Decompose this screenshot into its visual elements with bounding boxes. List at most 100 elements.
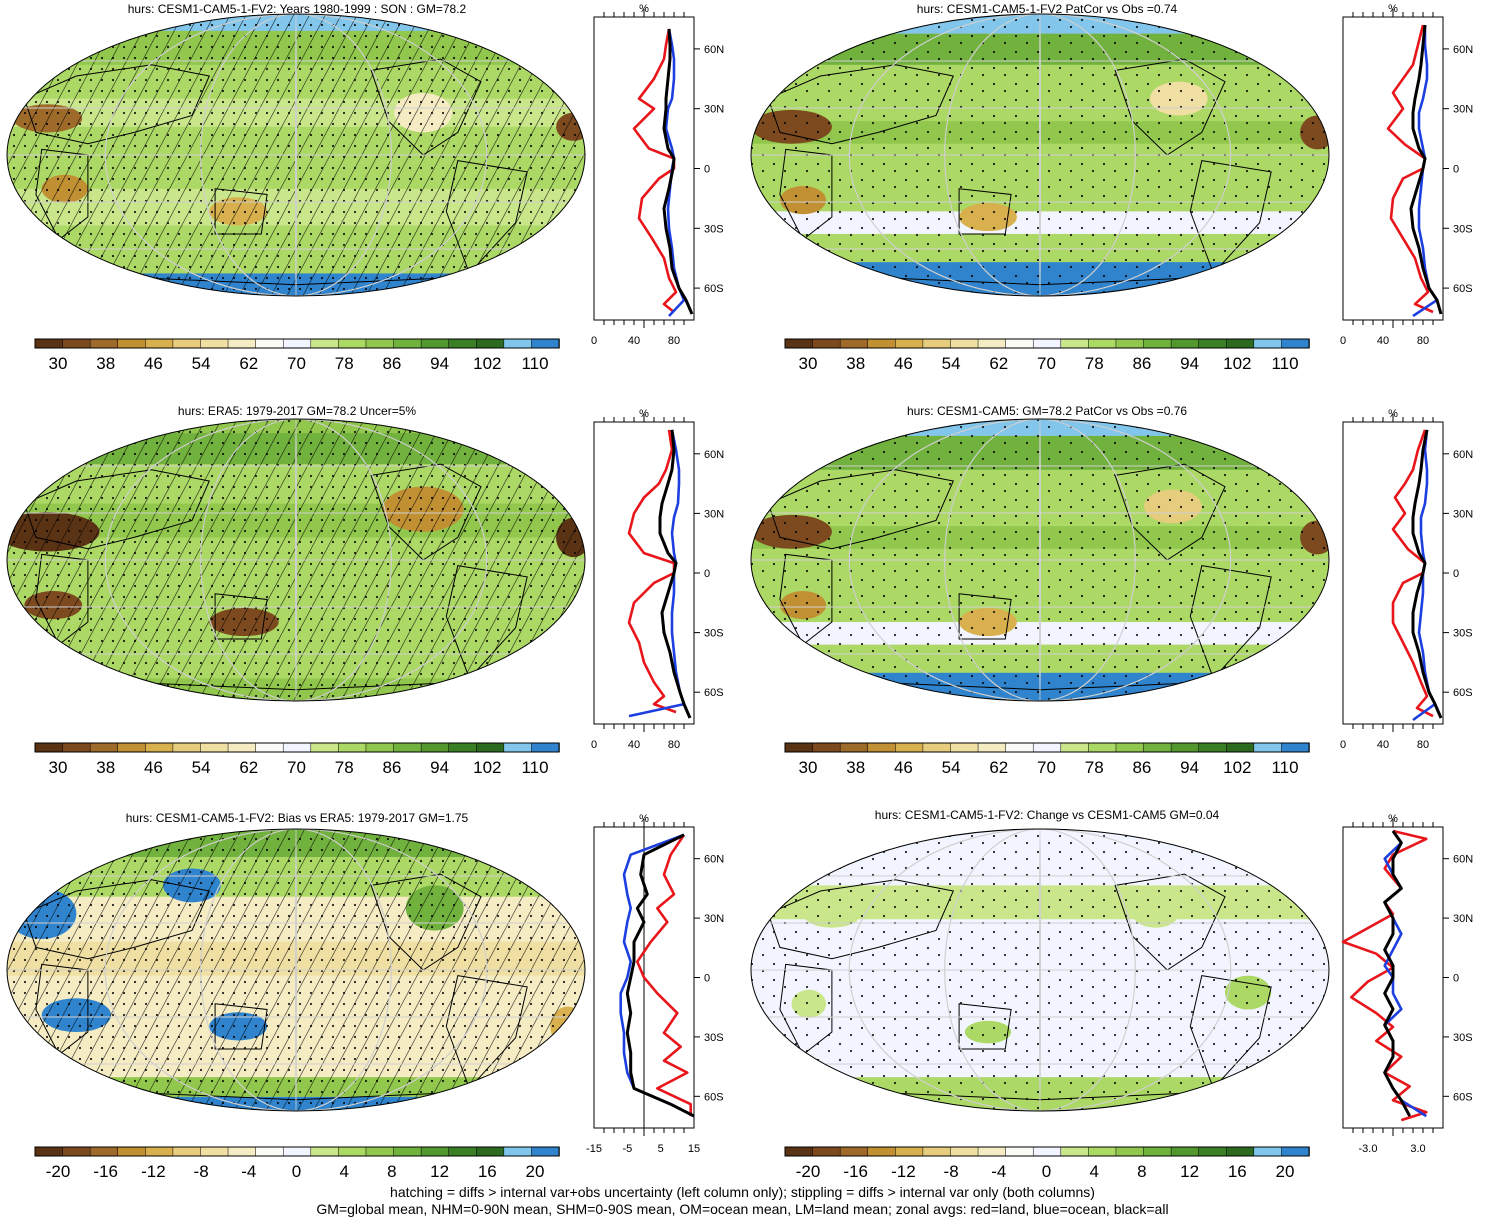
zonal-x-tick-label: 40 <box>1377 739 1389 751</box>
colorbar-swatch <box>476 338 505 349</box>
zonal-x-tick-label: -3.0 <box>1359 1143 1378 1155</box>
map-border <box>750 13 1330 297</box>
graticule-lon <box>200 419 392 701</box>
colorbar-swatch <box>895 338 924 349</box>
colorbar-label: 94 <box>430 354 449 373</box>
colorbar-swatch <box>922 742 952 753</box>
colorbar-swatch <box>1143 338 1172 349</box>
colorbar-label: 20 <box>526 1162 545 1180</box>
colorbar-label: 46 <box>144 354 163 373</box>
colorbar-swatch <box>1170 742 1200 753</box>
colorbar: -20 -16 -12 -8 -4 0 4 8 12 16 20 <box>34 1146 560 1180</box>
colorbar-swatch <box>476 1146 505 1157</box>
zonal-all <box>625 833 695 1118</box>
colorbar-swatch <box>310 338 340 349</box>
colorbar-label: 78 <box>1085 758 1104 777</box>
zonal-x-tick-label: 3.0 <box>1410 1143 1425 1155</box>
colorbar-label: 54 <box>942 758 961 777</box>
colorbar-label: 46 <box>894 354 913 373</box>
colorbar-label: 62 <box>239 354 258 373</box>
zonal-x-tick-label: 80 <box>668 739 680 751</box>
zonal-y-tick-label: 60N <box>1453 854 1473 866</box>
colorbar-swatch <box>227 1146 257 1157</box>
colorbar-swatch <box>1281 1146 1310 1157</box>
footer-line-1: hatching = diffs > internal var+obs unce… <box>390 1184 1095 1200</box>
panel-4: hurs: CESM1-CAM5: GM=78.2 PatCor vs Obs … <box>750 404 1473 777</box>
colorbar-label: 94 <box>1180 758 1199 777</box>
colorbar-swatch <box>34 1146 64 1157</box>
zonal-ocean <box>619 833 695 1118</box>
colorbar-label: 30 <box>799 354 818 373</box>
colorbar-swatch <box>1253 1146 1283 1157</box>
colorbar-label: 62 <box>989 354 1008 373</box>
map-border <box>750 418 1330 702</box>
colorbar-swatch <box>1060 338 1090 349</box>
colorbar-frame <box>784 742 1310 753</box>
colorbar-frame <box>34 742 560 753</box>
colorbar-label: -12 <box>141 1162 166 1180</box>
colorbar-swatch <box>448 1146 478 1157</box>
zonal-x-tick-label: 0 <box>1340 739 1346 751</box>
zonal-y-tick-label: 0 <box>704 568 710 580</box>
colorbar-swatch <box>200 338 229 349</box>
colorbar-swatch <box>1032 742 1062 753</box>
graticule-lon <box>944 14 1136 296</box>
zonal-y-tick-label: 30N <box>704 104 724 116</box>
colorbar: 30 38 46 54 62 70 78 86 94 102 110 <box>34 338 560 373</box>
zonal-x-tick-label: 80 <box>1417 335 1429 347</box>
colorbar-swatch <box>839 1146 869 1157</box>
colorbar-label: 4 <box>339 1162 348 1180</box>
zonal-x-tick-label: 40 <box>1377 335 1389 347</box>
colorbar-swatch <box>200 742 229 753</box>
colorbar-swatch <box>1060 1146 1090 1157</box>
zonal-y-tick-label: 60N <box>704 854 724 866</box>
colorbar-swatch <box>282 338 312 349</box>
colorbar-swatch <box>950 1146 979 1157</box>
zonal-y-tick-label: 30N <box>1453 104 1473 116</box>
panel-title: hurs: CESM1-CAM5: GM=78.2 PatCor vs Obs … <box>907 404 1187 418</box>
zonal-x-tick-label: 0 <box>591 335 597 347</box>
colorbar-swatch <box>227 742 257 753</box>
colorbar-swatch <box>1115 338 1145 349</box>
colorbar-label: 86 <box>382 354 401 373</box>
graticule-lon <box>1039 829 1041 1111</box>
colorbar-swatch <box>503 742 533 753</box>
colorbar-swatch <box>34 742 64 753</box>
zonal-y-tick-label: 0 <box>1453 568 1459 580</box>
colorbar-swatch <box>365 1146 395 1157</box>
colorbar-swatch <box>1226 338 1255 349</box>
colorbar-swatch <box>310 742 340 753</box>
panel-title: hurs: CESM1-CAM5-1-FV2: Bias vs ERA5: 19… <box>126 811 469 825</box>
colorbar-label: -8 <box>944 1162 959 1180</box>
colorbar-swatch <box>1005 742 1034 753</box>
zonal-all <box>1383 830 1412 1117</box>
colorbar-swatch <box>839 338 869 349</box>
zonal-y-tick-label: 30N <box>1453 913 1473 925</box>
map-border <box>6 828 586 1112</box>
colorbar-label: 78 <box>335 758 354 777</box>
zonal-land <box>636 834 692 1117</box>
colorbar-label: 16 <box>1228 1162 1247 1180</box>
colorbar-swatch <box>393 742 422 753</box>
colorbar-swatch <box>338 1146 367 1157</box>
colorbar-label: 102 <box>1223 354 1251 373</box>
colorbar-swatch <box>1115 1146 1145 1157</box>
colorbar-label: 110 <box>1271 354 1298 373</box>
map-border <box>6 13 586 297</box>
zonal-y-tick-label: 60S <box>1453 687 1473 699</box>
panel-title: hurs: CESM1-CAM5-1-FV2: Change vs CESM1-… <box>875 808 1220 822</box>
zonal-x-tick-label: 40 <box>628 335 640 347</box>
colorbar-label: 86 <box>1132 758 1151 777</box>
colorbar-swatch <box>784 742 814 753</box>
panel-title: hurs: ERA5: 1979-2017 GM=78.2 Uncer=5% <box>178 404 416 418</box>
colorbar-swatch <box>117 338 147 349</box>
graticule-lon <box>104 14 488 296</box>
colorbar-label: 94 <box>1180 354 1199 373</box>
map-border <box>6 418 586 702</box>
zonal-y-tick-label: 60N <box>1453 449 1473 461</box>
colorbar-swatch <box>172 1146 202 1157</box>
zonal-y-tick-label: 60S <box>704 1091 724 1103</box>
zonal-y-tick-label: 60S <box>1453 1091 1473 1103</box>
